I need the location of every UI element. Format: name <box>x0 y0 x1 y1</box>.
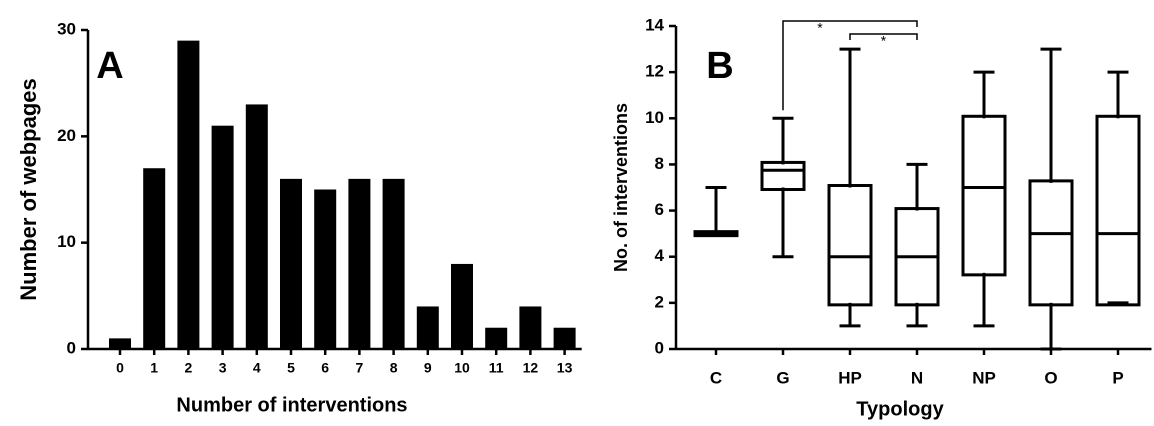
y-tick-label: 8 <box>655 154 664 173</box>
y-tick-label: 20 <box>57 126 76 145</box>
x-tick-label: 13 <box>557 360 573 376</box>
y-tick-label: 10 <box>645 108 664 127</box>
x-tick-label: HP <box>838 368 862 387</box>
y-tick-label: 4 <box>655 246 665 265</box>
x-tick-label: NP <box>972 368 996 387</box>
bar <box>143 168 166 349</box>
box <box>1095 114 1141 307</box>
y-axis-title: No. of interventions <box>611 103 631 272</box>
bar <box>451 263 473 349</box>
y-tick-label: 12 <box>645 62 664 81</box>
x-tick-label: 2 <box>185 360 193 376</box>
significance-label: * <box>881 33 887 49</box>
bar <box>416 306 439 349</box>
significance-bracket <box>782 20 918 111</box>
box <box>961 114 1007 277</box>
bar <box>348 178 371 349</box>
x-tick-label: 12 <box>523 360 539 376</box>
significance-label: * <box>817 20 823 36</box>
x-tick-label: 11 <box>489 360 504 376</box>
bar <box>245 104 268 349</box>
x-tick-label: 6 <box>321 360 329 376</box>
bar <box>485 327 508 349</box>
x-tick-label: 5 <box>287 360 295 376</box>
bar <box>519 306 542 349</box>
y-tick-label: 10 <box>57 232 76 251</box>
x-tick-label: 4 <box>253 360 261 376</box>
panel-label: A <box>96 45 123 87</box>
bar <box>109 338 131 349</box>
x-tick-label: 9 <box>424 360 432 376</box>
x-tick-label: 1 <box>150 360 158 376</box>
x-tick-label: P <box>1112 368 1123 387</box>
box <box>827 184 873 307</box>
x-axis-title: Number of interventions <box>176 394 407 416</box>
x-tick-label: G <box>776 368 789 387</box>
y-tick-label: 14 <box>645 15 664 34</box>
bar <box>382 178 405 349</box>
bar <box>280 178 302 349</box>
y-tick-label: 30 <box>57 19 76 38</box>
x-tick-label: 10 <box>454 360 470 376</box>
box <box>760 160 806 192</box>
bar <box>177 40 200 350</box>
bar <box>211 125 234 349</box>
panel-label: B <box>706 45 733 87</box>
y-tick-label: 0 <box>655 338 664 357</box>
x-tick-label: C <box>710 368 722 387</box>
x-tick-label: N <box>911 368 923 387</box>
x-tick-label: 8 <box>390 360 398 376</box>
x-tick-label: O <box>1044 368 1057 387</box>
y-tick-label: 0 <box>67 338 76 357</box>
bar <box>314 189 337 349</box>
x-tick-label: 0 <box>116 360 124 376</box>
y-axis-title: Number of webpages <box>16 78 41 300</box>
x-tick-label: 3 <box>219 360 227 376</box>
x-axis-title: Typology <box>856 398 944 420</box>
x-tick-label: 7 <box>356 360 364 376</box>
box <box>1028 179 1074 307</box>
y-tick-label: 2 <box>655 292 664 311</box>
significance-bracket <box>849 33 918 40</box>
bar <box>553 327 576 349</box>
y-tick-label: 6 <box>655 200 664 219</box>
